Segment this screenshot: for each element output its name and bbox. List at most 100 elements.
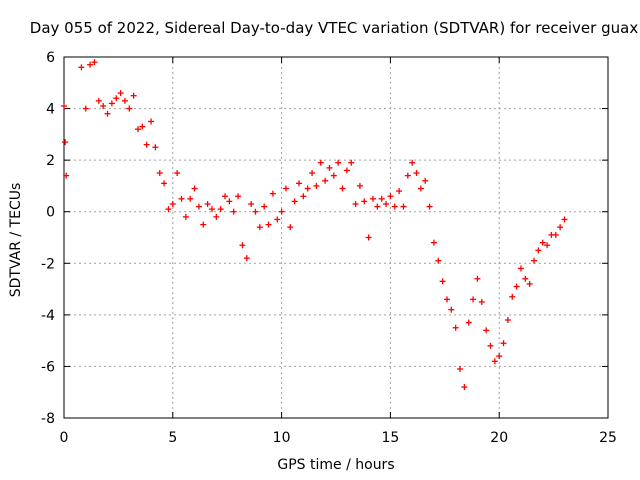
y-tick-label: -4 — [41, 308, 55, 324]
data-point — [165, 206, 172, 213]
data-point — [143, 141, 150, 148]
data-point — [522, 275, 529, 282]
data-point — [435, 257, 442, 264]
data-point — [226, 198, 233, 205]
data-point — [413, 170, 420, 177]
data-point — [287, 224, 294, 231]
data-point — [422, 177, 429, 184]
data-point — [182, 213, 189, 220]
data-point — [269, 190, 276, 197]
data-point — [452, 324, 459, 331]
data-point — [300, 193, 307, 200]
data-point — [313, 182, 320, 189]
data-point — [304, 185, 311, 192]
data-point — [526, 280, 533, 287]
data-point — [317, 159, 324, 166]
data-point — [396, 188, 403, 195]
data-point — [178, 195, 185, 202]
data-point — [383, 200, 390, 207]
y-tick-label: 6 — [46, 50, 55, 66]
y-tick-label: -6 — [41, 359, 55, 375]
data-point — [457, 366, 464, 373]
data-point — [213, 213, 220, 220]
data-point — [174, 170, 181, 177]
data-point — [222, 193, 229, 200]
data-point — [517, 265, 524, 272]
data-point — [187, 195, 194, 202]
data-point — [483, 327, 490, 334]
data-point — [470, 296, 477, 303]
data-point — [439, 278, 446, 285]
data-point — [204, 200, 211, 207]
data-point — [374, 203, 381, 210]
data-point — [343, 167, 350, 174]
y-axis-label: SDTVAR / TECUs — [8, 183, 24, 298]
data-point — [208, 206, 215, 213]
x-tick-label: 10 — [273, 430, 291, 446]
y-tick-label: -2 — [41, 256, 55, 272]
data-point — [409, 159, 416, 166]
axis-ticks: 0 5 10 15 20 25 -8 -6 -4 -2 0 2 4 6 — [41, 50, 617, 446]
data-point — [126, 105, 133, 112]
data-point — [265, 221, 272, 228]
data-point — [335, 159, 342, 166]
data-point — [243, 255, 250, 262]
data-point — [200, 221, 207, 228]
data-point — [62, 139, 69, 146]
data-point — [561, 216, 568, 223]
data-point — [309, 170, 316, 177]
data-point — [356, 182, 363, 189]
data-point — [404, 172, 411, 179]
data-point — [95, 97, 102, 104]
data-point — [235, 193, 242, 200]
x-tick-label: 15 — [381, 430, 399, 446]
data-point — [121, 97, 128, 104]
data-point — [322, 177, 329, 184]
data-point — [443, 296, 450, 303]
data-point — [500, 340, 507, 347]
data-point — [161, 180, 168, 187]
data-point — [104, 110, 111, 117]
data-point — [108, 100, 115, 107]
data-point — [365, 234, 372, 241]
data-point — [61, 102, 67, 109]
x-tick-label: 5 — [168, 430, 177, 446]
data-point — [291, 198, 298, 205]
data-point — [461, 384, 468, 391]
data-point — [552, 231, 559, 238]
data-point — [509, 293, 516, 300]
x-tick-label: 25 — [599, 430, 617, 446]
y-tick-label: 4 — [46, 102, 55, 118]
grid — [64, 57, 608, 418]
data-point — [91, 59, 98, 66]
data-point — [139, 123, 146, 130]
data-point — [130, 92, 137, 99]
data-point — [513, 283, 520, 290]
data-point — [156, 170, 163, 177]
data-point — [78, 64, 85, 71]
data-point — [487, 342, 494, 349]
data-point — [387, 193, 394, 200]
data-point — [539, 239, 546, 246]
data-point — [326, 164, 333, 171]
data-point — [378, 195, 385, 202]
data-point — [474, 275, 481, 282]
data-point — [426, 203, 433, 210]
data-point — [478, 298, 485, 305]
data-point — [252, 208, 259, 215]
data-point — [557, 224, 564, 231]
data-point — [496, 353, 503, 360]
data-point — [261, 203, 268, 210]
data-point — [148, 118, 155, 125]
data-point — [152, 144, 159, 151]
data-point — [274, 216, 281, 223]
data-point — [465, 319, 472, 326]
data-point — [391, 203, 398, 210]
data-point — [117, 90, 124, 97]
data-point — [544, 242, 551, 249]
data-point — [448, 306, 455, 313]
data-point — [352, 200, 359, 207]
x-tick-label: 0 — [60, 430, 69, 446]
data-point — [361, 198, 368, 205]
